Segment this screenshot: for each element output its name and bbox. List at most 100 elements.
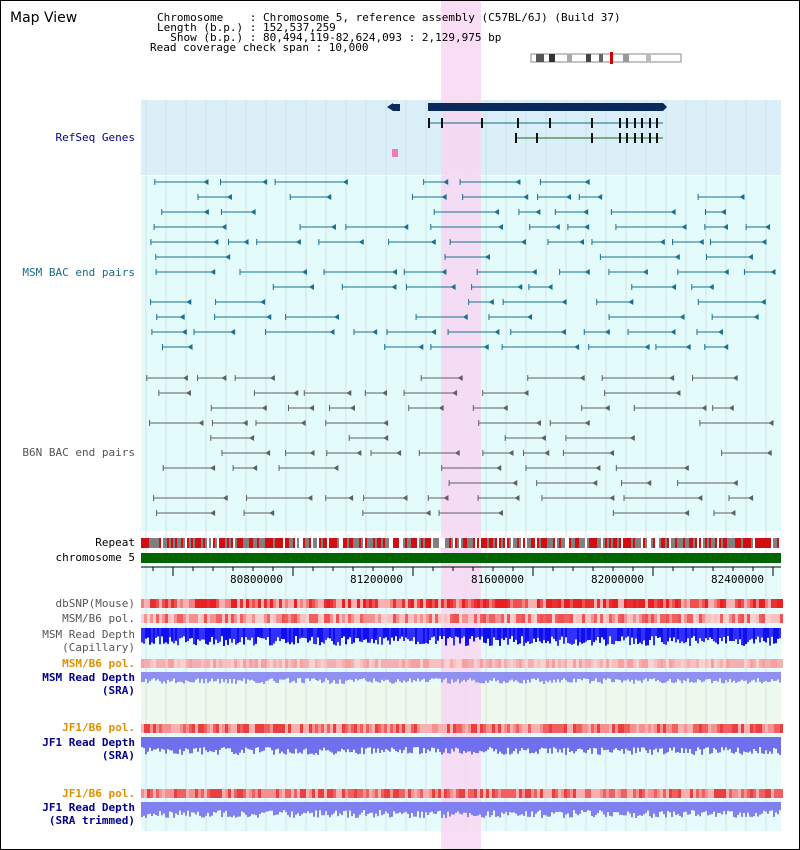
repeat-segment — [545, 538, 547, 548]
depth-bar — [503, 802, 505, 814]
depth-bar — [579, 672, 581, 679]
depth-bar — [747, 802, 749, 813]
strip-cell — [555, 659, 558, 668]
depth-bar — [669, 737, 671, 748]
depth-bar — [189, 737, 191, 754]
depth-bar — [471, 737, 473, 755]
strip-cell — [588, 614, 591, 623]
strip-cell — [687, 599, 690, 608]
depth-bar — [493, 737, 495, 752]
jf1-b6-pol-label[interactable]: JF1/B6 pol. — [62, 721, 135, 734]
strip-cell — [450, 599, 453, 608]
strip-cell — [531, 614, 534, 623]
jf1-depth-label[interactable]: JF1 Read Depth — [42, 736, 135, 749]
depth-bar — [417, 802, 419, 812]
depth-bar — [223, 737, 225, 748]
strip-cell — [741, 599, 744, 608]
strip-cell — [375, 789, 378, 798]
depth-bar — [731, 628, 733, 641]
depth-bar — [235, 672, 237, 684]
depth-bar — [161, 672, 163, 684]
repeat-segment — [305, 538, 307, 548]
depth-bar — [525, 737, 527, 751]
depth-bar — [659, 737, 661, 749]
strip-cell — [774, 659, 777, 668]
depth-bar — [291, 802, 293, 812]
depth-bar — [257, 802, 259, 818]
depth-bar — [667, 628, 669, 642]
strip-cell — [759, 659, 762, 668]
strip-cell — [747, 789, 750, 798]
strip-cell — [582, 599, 585, 608]
exon — [549, 118, 551, 128]
strip-cell — [390, 599, 393, 608]
depth-bar — [159, 802, 161, 812]
depth-bar — [599, 737, 601, 755]
strip-cell — [252, 724, 255, 733]
depth-bar — [697, 672, 699, 680]
b6n-bac-label[interactable]: B6N BAC end pairs — [22, 446, 135, 459]
strip-cell — [360, 724, 363, 733]
depth-bar — [333, 672, 335, 681]
strip-cell — [423, 614, 426, 623]
strip-cell — [501, 659, 504, 668]
depth-bar — [377, 628, 379, 645]
repeat-segment — [759, 538, 761, 548]
depth-bar — [717, 802, 719, 814]
depth-bar — [661, 737, 663, 749]
depth-bar — [245, 672, 247, 684]
msm-b6-pol-sra-label[interactable]: MSM/B6 pol. — [62, 657, 135, 670]
strip-cell — [564, 614, 567, 623]
depth-bar — [167, 628, 169, 644]
depth-bar — [279, 628, 281, 642]
depth-bar — [299, 802, 301, 817]
strip-cell — [165, 789, 168, 798]
msm-b6-pol-label[interactable]: MSM/B6 pol. — [62, 612, 135, 625]
strip-cell — [402, 789, 405, 798]
depth-bar — [655, 672, 657, 682]
depth-bar — [701, 802, 703, 813]
strip-cell — [279, 789, 282, 798]
strip-cell — [540, 614, 543, 623]
msm-bac-label[interactable]: MSM BAC end pairs — [22, 266, 135, 279]
dbsnp-label[interactable]: dbSNP(Mouse) — [55, 597, 135, 610]
strip-cell — [423, 724, 426, 733]
strip-cell — [420, 789, 423, 798]
depth-bar — [449, 628, 451, 637]
repeat-segment — [323, 538, 325, 548]
bac-end — [508, 450, 514, 456]
depth-bar — [471, 628, 473, 637]
bac-end — [720, 209, 726, 215]
msm-depth-sra-label[interactable]: MSM Read Depth — [42, 671, 135, 684]
depth-bar — [675, 628, 677, 643]
strip-cell — [195, 789, 198, 798]
strip-cell — [330, 789, 333, 798]
refseq-genes-label[interactable]: RefSeq Genes — [55, 131, 135, 144]
depth-bar — [255, 737, 257, 748]
jf1-depth-trim-label[interactable]: JF1 Read Depth — [42, 801, 135, 814]
depth-bar — [273, 802, 275, 816]
repeat-segment — [317, 538, 319, 548]
strip-cell — [501, 724, 504, 733]
depth-bar — [633, 628, 635, 645]
bac-end — [535, 209, 541, 215]
depth-bar — [463, 628, 465, 637]
repeat-segment — [301, 538, 303, 548]
strip-cell — [780, 789, 783, 798]
repeat-segment — [761, 538, 763, 548]
depth-bar — [165, 628, 167, 643]
strip-cell — [369, 789, 372, 798]
jf1-b6-pol-trim-label[interactable]: JF1/B6 pol. — [62, 787, 135, 800]
depth-bar — [525, 628, 527, 643]
strip-cell — [198, 614, 201, 623]
strip-cell — [255, 724, 258, 733]
depth-bar — [699, 737, 701, 750]
strip-cell — [642, 789, 645, 798]
msm-depth-capillary-label[interactable]: MSM Read Depth — [42, 628, 135, 641]
depth-bar — [309, 737, 311, 754]
strip-cell — [693, 724, 696, 733]
repeat-label[interactable]: Repeat — [95, 536, 135, 549]
strip-cell — [471, 659, 474, 668]
depth-bar — [683, 737, 685, 754]
